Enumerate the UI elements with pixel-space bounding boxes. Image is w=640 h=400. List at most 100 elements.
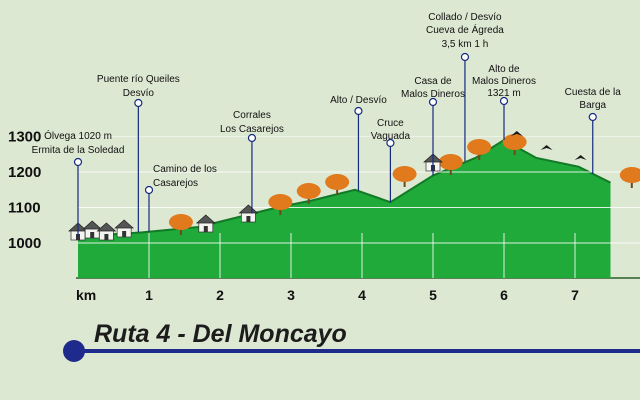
house-door [246, 216, 251, 222]
waypoint-label: Ólvega 1020 m [44, 129, 112, 142]
tree-crown [168, 214, 193, 230]
waypoint-marker: Alto / Desvío [330, 95, 387, 191]
waypoint-marker: Puente río Queiles Desvío [97, 74, 180, 233]
x-tick-label: 7 [571, 287, 579, 303]
tree-trunk [449, 167, 452, 175]
waypoint-label: 1321 m [487, 88, 520, 99]
waypoint-label: Casarejos [153, 178, 198, 189]
tree-icon [268, 194, 293, 215]
house-icon [114, 219, 135, 238]
waypoint-label: Los Casarejos [220, 124, 284, 135]
waypoint-marker: Casa de Malos Dineros [401, 76, 465, 176]
waypoint-pin [73, 157, 83, 167]
waypoint-label: Camino de los [153, 164, 217, 175]
tree-trunk [179, 227, 182, 235]
house-door [122, 231, 127, 237]
waypoint-label: Alto / Desvío [330, 95, 387, 106]
tree-crown [268, 194, 293, 210]
chart-title: Ruta 4 - Del Moncayo [94, 320, 347, 348]
house-door [90, 232, 95, 238]
house-icon [96, 222, 117, 241]
tree-crown [296, 183, 321, 199]
waypoint-label: Cuesta de la [565, 87, 622, 98]
waypoint-label: Corrales [233, 110, 271, 121]
waypoint-pin [460, 52, 470, 62]
profile-area [78, 140, 611, 278]
tree-trunk [279, 207, 282, 215]
house-icon [238, 204, 259, 223]
waypoint-pin [247, 133, 257, 143]
bird-icon [574, 155, 587, 160]
house-door [104, 234, 109, 240]
x-tick-label: 4 [358, 287, 366, 303]
x-tick-label: 1 [145, 287, 153, 303]
y-tick-label: 1000 [8, 235, 41, 252]
bird-icon [540, 145, 553, 150]
tree-icon [502, 134, 527, 155]
waypoint-marker: Cuesta de la Barga [565, 87, 622, 174]
house-roof [96, 222, 117, 232]
title-banner: Ruta 4 - Del Moncayo [63, 320, 640, 362]
tree-icon [467, 139, 492, 160]
bird-icon [510, 131, 523, 136]
waypoint-label: Malos Dineros [401, 89, 465, 100]
waypoint-marker: Camino de los Casarejos [144, 164, 217, 232]
waypoint-label: Barga [579, 100, 606, 111]
waypoint-pin [144, 185, 154, 195]
waypoint-label: Puente río Queiles [97, 74, 180, 85]
tree-icon [438, 154, 463, 175]
waypoint-pin [134, 98, 143, 108]
tree-trunk [630, 180, 633, 188]
waypoint-label: Alto de [488, 64, 520, 75]
waypoint-label: Collado / Desvío [428, 12, 502, 23]
waypoint-label: Cueva de Ágreda [426, 23, 504, 36]
tree-icon [325, 174, 350, 195]
tree-icon [296, 183, 321, 204]
decorations [68, 131, 640, 241]
waypoint-label: Desvío [123, 88, 155, 99]
profile-ridge-line [78, 138, 611, 237]
house-icon [195, 214, 216, 233]
tree-trunk [478, 152, 481, 160]
tree-icon [168, 214, 193, 235]
axis-ticks: 1000 1100 1200 1300 1 2 3 4 5 6 7 [8, 129, 579, 304]
house-door [203, 226, 208, 232]
waypoint-pin [386, 138, 395, 148]
waypoint-label: Ermita de la Soledad [32, 145, 125, 156]
x-axis-label: km [76, 287, 96, 303]
x-tick-label: 2 [216, 287, 224, 303]
house-roof [195, 214, 216, 224]
tree-crown [325, 174, 350, 190]
y-tick-label: 1200 [8, 164, 41, 181]
waypoint-marker: Cruce Vaguada [371, 118, 410, 203]
x-tick-label: 6 [500, 287, 508, 303]
tree-trunk [403, 179, 406, 187]
title-dot-marker [63, 340, 85, 362]
waypoint-marker: Corrales Los Casarejos [220, 110, 284, 214]
house-roof [238, 204, 259, 214]
waypoint-pin [428, 97, 438, 107]
waypoint-pin [354, 106, 363, 116]
tree-crown [438, 154, 463, 170]
tree-trunk [513, 147, 516, 155]
tree-crown [467, 139, 492, 155]
y-tick-label: 1100 [8, 200, 41, 217]
waypoint-pin [499, 96, 509, 106]
tree-icon [392, 166, 417, 187]
house-door [76, 234, 80, 240]
waypoint-label: 3,5 km 1 h [442, 39, 489, 50]
tree-crown [619, 167, 640, 183]
house-roof [82, 220, 103, 230]
tree-trunk [336, 187, 339, 195]
x-tick-label: 3 [287, 287, 295, 303]
waypoint-pin [588, 112, 597, 122]
tree-crown [392, 166, 417, 182]
tree-icon [619, 167, 640, 188]
tree-trunk [307, 196, 310, 204]
x-tick-label: 5 [429, 287, 437, 303]
waypoint-label: Cruce [377, 118, 404, 129]
y-tick-label: 1300 [8, 129, 41, 146]
